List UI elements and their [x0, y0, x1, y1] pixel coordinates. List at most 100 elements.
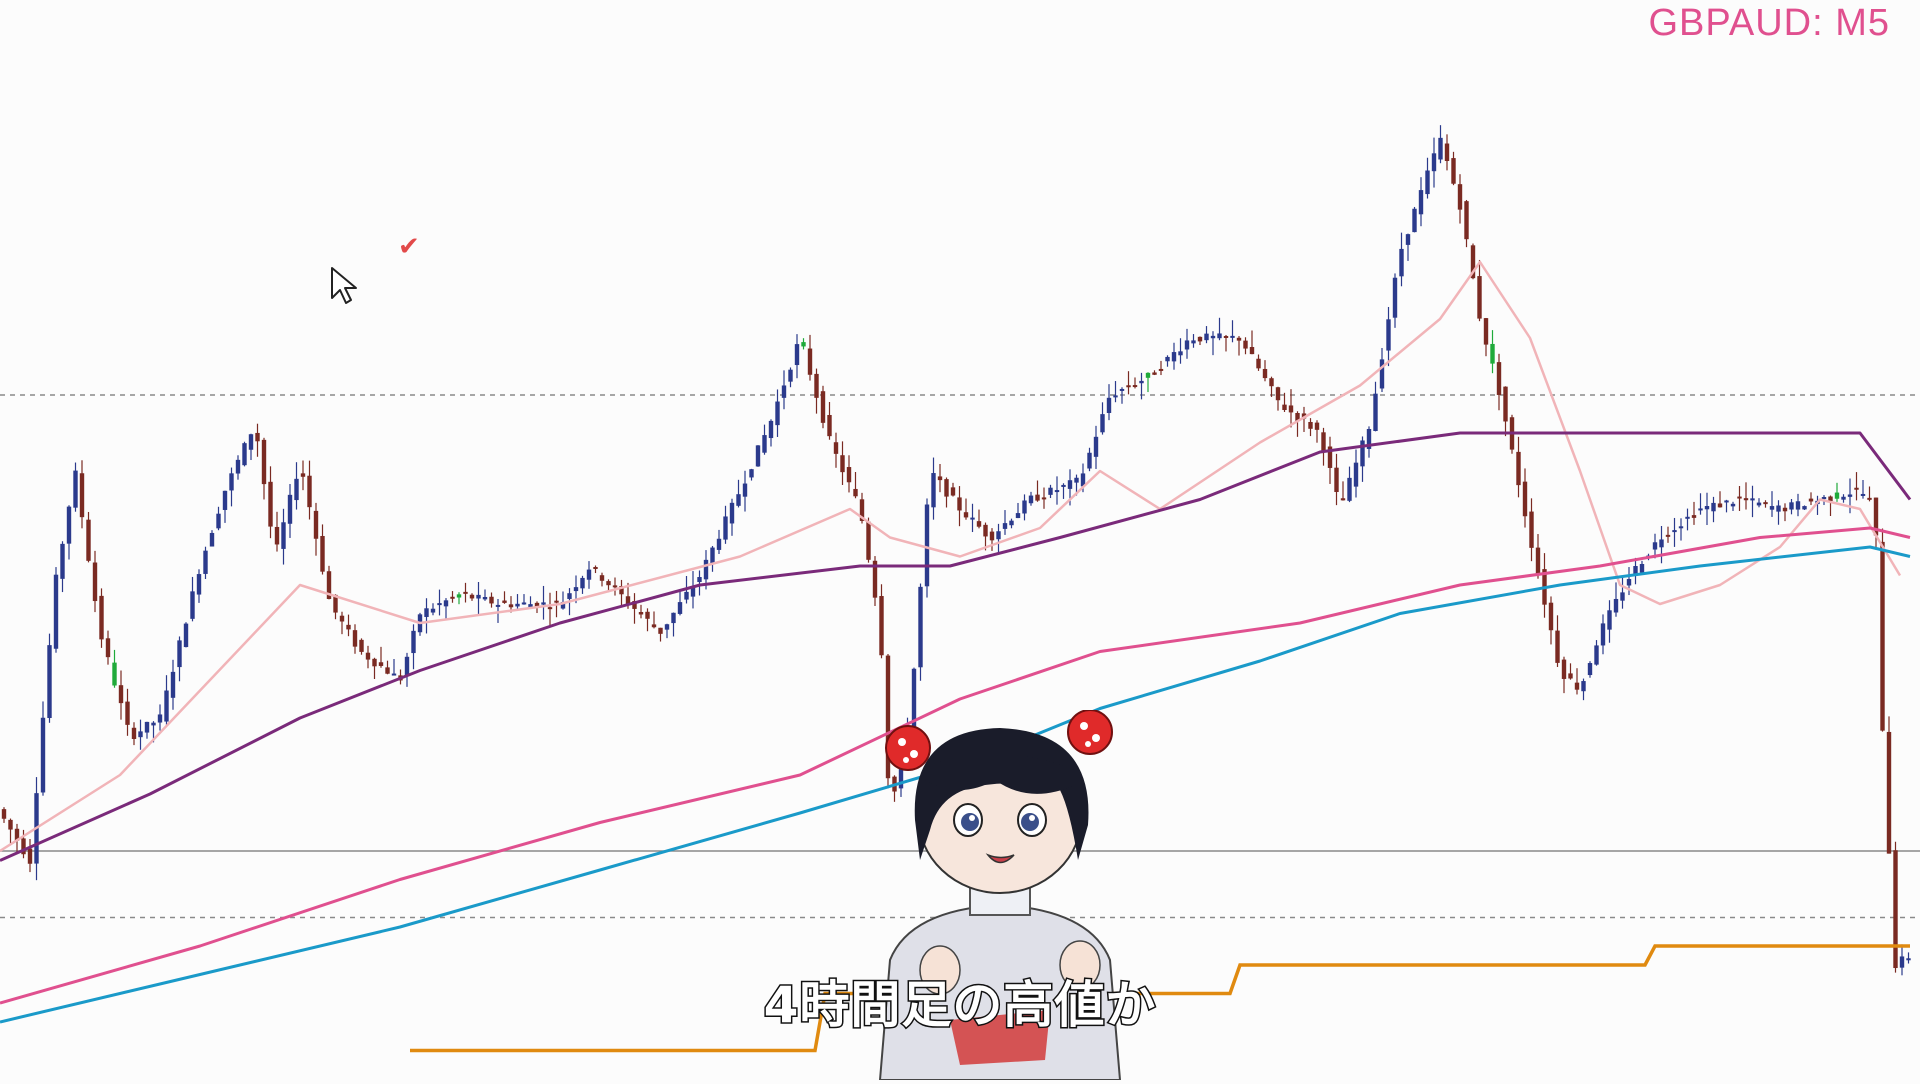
candle-body	[203, 550, 208, 574]
candle-body	[918, 586, 923, 668]
candle-body	[1301, 413, 1307, 419]
candle-body	[963, 512, 969, 518]
candle-body	[528, 604, 533, 609]
candle-body	[671, 612, 676, 624]
candle-body	[1535, 547, 1541, 575]
candle-body	[788, 369, 793, 382]
candle-body	[157, 714, 163, 723]
candle-body	[749, 469, 754, 478]
candle-body	[599, 575, 605, 581]
candle-body	[1295, 413, 1300, 422]
candle-body	[131, 727, 137, 739]
candle-body	[1639, 564, 1645, 573]
candle-body	[1113, 395, 1118, 398]
candle-body	[294, 478, 299, 501]
candle-body	[976, 521, 982, 527]
candle-body	[1334, 467, 1339, 493]
candle-body	[1737, 496, 1742, 499]
candle-body	[1821, 497, 1827, 500]
candle-body	[1652, 542, 1658, 550]
candle-body	[1399, 248, 1404, 277]
candle-body	[1119, 388, 1125, 391]
candle-body	[534, 602, 540, 608]
candle-body	[1782, 507, 1788, 512]
candle-body	[1561, 659, 1567, 679]
ma-slow-line	[0, 526, 1911, 1005]
candle-body	[1028, 495, 1034, 504]
candle-body	[1269, 378, 1274, 387]
candle-body	[190, 591, 195, 619]
candle-body	[1574, 682, 1580, 690]
candle-body	[586, 569, 592, 580]
candlesticks	[1, 125, 1911, 976]
candle-body	[1620, 592, 1625, 601]
candle-body	[1633, 566, 1638, 576]
candle-body	[1009, 520, 1014, 526]
candle-body	[196, 574, 202, 595]
candle-body	[105, 638, 111, 658]
candle-body	[1327, 446, 1333, 468]
candle-body	[1106, 397, 1112, 413]
candle-body	[86, 519, 91, 561]
candle-body	[820, 391, 826, 423]
candle-body	[944, 479, 949, 497]
candle-body	[1665, 534, 1671, 537]
candle-body	[1867, 497, 1872, 500]
candle-body	[235, 459, 241, 474]
candle-body	[1412, 208, 1417, 233]
candle-body	[645, 611, 650, 619]
candle-body	[521, 602, 527, 605]
candle-body	[443, 600, 449, 607]
candle-body	[1659, 539, 1664, 548]
candle-body	[1613, 598, 1619, 613]
candle-body	[1256, 358, 1261, 369]
candle-body	[391, 673, 397, 676]
candle-body	[768, 420, 774, 439]
candle-body	[593, 566, 598, 569]
candle-body	[853, 488, 858, 497]
candle-body	[385, 667, 390, 674]
candle-body	[463, 591, 468, 594]
candle-body	[781, 385, 787, 398]
candle-body	[690, 586, 696, 597]
candle-body	[775, 401, 780, 426]
candle-body	[40, 717, 46, 793]
candle-body	[1776, 505, 1781, 512]
candle-body	[164, 690, 169, 722]
candle-body	[619, 586, 624, 595]
vtuber-avatar	[820, 709, 1180, 1084]
candle-body	[1015, 513, 1021, 519]
candle-body	[1022, 500, 1027, 514]
candle-body	[1275, 387, 1281, 401]
level-steps	[410, 944, 1910, 1053]
candle-body	[502, 600, 507, 603]
candle-body	[1061, 484, 1066, 487]
candle-body	[1886, 731, 1892, 854]
candle-body	[1672, 530, 1677, 533]
candle-body	[1041, 497, 1047, 500]
candle-body	[411, 630, 416, 654]
candle-body	[1145, 372, 1151, 378]
candle-body	[885, 655, 891, 779]
mouse-pointer-icon	[330, 266, 360, 310]
candle-body	[1405, 234, 1411, 245]
candle-body	[222, 490, 228, 510]
candle-body	[339, 615, 345, 622]
candle-body	[346, 624, 351, 630]
candle-body	[1340, 498, 1346, 501]
checkmark-icon: ✔	[398, 232, 420, 262]
candle-body	[112, 662, 117, 686]
candle-body	[1152, 372, 1157, 375]
candle-body	[1769, 506, 1775, 510]
candle-body	[677, 602, 683, 614]
candle-body	[1347, 477, 1352, 501]
candle-body	[60, 543, 65, 579]
candle-body	[469, 594, 475, 599]
candle-body	[1392, 277, 1398, 318]
candle-body	[1074, 477, 1079, 483]
level-step-line	[410, 944, 1910, 1053]
candle-body	[866, 521, 871, 560]
candle-body	[1100, 414, 1105, 433]
candle-body	[664, 624, 670, 630]
